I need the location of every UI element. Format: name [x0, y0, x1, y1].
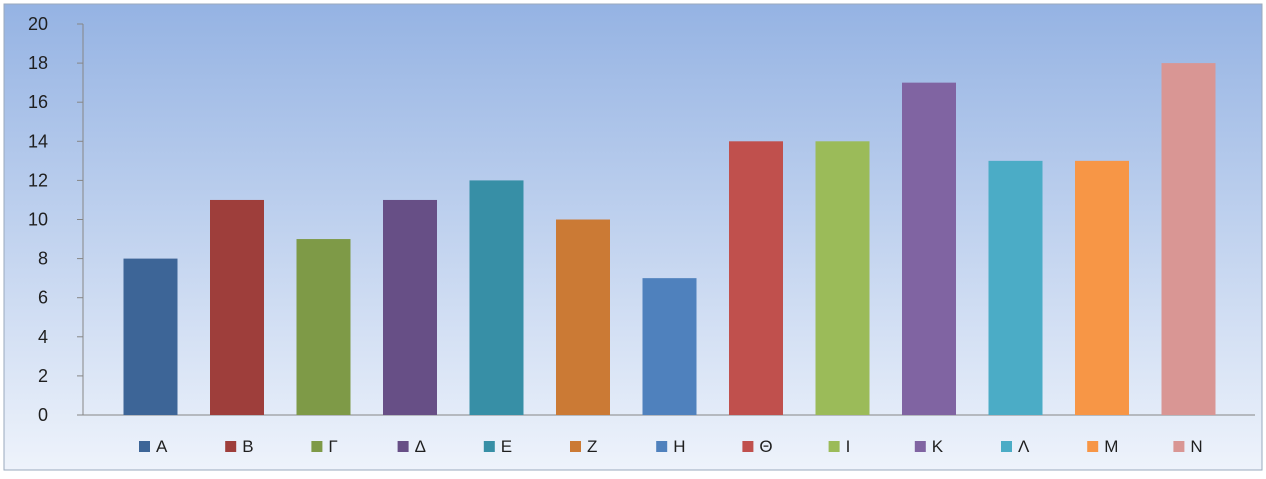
y-tick-label: 18 — [28, 53, 48, 73]
bar-7 — [642, 278, 697, 415]
bar-13 — [1161, 63, 1216, 415]
legend-swatch — [656, 441, 668, 452]
legend: Α Β Γ Δ Ε Ζ Η Θ Ι Κ Λ Μ Ν — [139, 437, 1203, 456]
bar-5 — [469, 180, 524, 415]
legend-swatch — [1001, 441, 1012, 452]
legend-swatch — [397, 441, 409, 452]
y-tick-label: 16 — [28, 92, 48, 112]
legend-label: Ι — [846, 437, 851, 456]
y-tick-label: 14 — [28, 131, 48, 151]
bar-11 — [988, 160, 1043, 415]
y-tick-label: 8 — [38, 249, 48, 269]
bar-12 — [1075, 160, 1129, 415]
y-tick-label: 4 — [38, 327, 48, 347]
y-tick-label: 6 — [38, 288, 48, 308]
y-tick-label: 20 — [28, 14, 48, 34]
legend-label: Μ — [1104, 437, 1118, 456]
bar-3 — [296, 239, 351, 415]
legend-label: Δ — [415, 437, 426, 456]
legend-swatch — [311, 441, 323, 452]
bar-6 — [556, 219, 610, 415]
legend-swatch — [914, 441, 926, 452]
legend-swatch — [139, 441, 150, 452]
y-tick-label: 12 — [28, 170, 48, 190]
legend-label: Β — [242, 437, 253, 456]
bar-2 — [210, 199, 264, 415]
legend-label: Ν — [1190, 437, 1202, 456]
legend-label: Ε — [501, 437, 512, 456]
y-tick-label: 10 — [28, 210, 48, 230]
legend-swatch — [483, 441, 495, 452]
legend-swatch — [570, 441, 581, 452]
bars — [123, 63, 1216, 416]
legend-label: Ζ — [587, 437, 597, 456]
legend-swatch — [1173, 441, 1185, 452]
legend-label: Κ — [932, 437, 944, 456]
bar-1 — [123, 258, 178, 415]
legend-label: Γ — [328, 437, 337, 456]
bar-4 — [383, 199, 437, 415]
legend-label: Θ — [759, 437, 772, 456]
legend-label: Λ — [1018, 437, 1030, 456]
chart-background — [3, 3, 1263, 471]
legend-swatch — [828, 441, 840, 452]
bar-10 — [902, 82, 956, 416]
legend-swatch — [225, 441, 237, 452]
bar-8 — [729, 141, 783, 416]
legend-swatch — [1087, 441, 1099, 452]
y-axis: 0 2 4 6 8 10 12 14 16 18 20 — [28, 14, 84, 425]
y-tick-label: 2 — [38, 366, 48, 386]
legend-label: Η — [673, 437, 685, 456]
bar-9 — [815, 141, 870, 416]
y-tick-label: 0 — [38, 405, 48, 425]
legend-swatch — [742, 441, 754, 452]
legend-label: Α — [156, 437, 168, 456]
